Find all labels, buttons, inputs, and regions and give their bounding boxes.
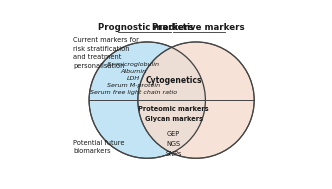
Text: Cytogenetics: Cytogenetics	[145, 76, 202, 85]
Text: Glycan markers: Glycan markers	[144, 116, 203, 122]
Text: GEP: GEP	[167, 131, 180, 137]
Text: β₂-microglobulin
Albumin
LDH
Serum M-protein
Serum free light chain ratio: β₂-microglobulin Albumin LDH Serum M-pro…	[90, 62, 177, 95]
Circle shape	[89, 42, 206, 158]
Text: SNPs: SNPs	[165, 151, 182, 157]
Text: Prognostic markers: Prognostic markers	[98, 23, 193, 32]
Circle shape	[138, 42, 254, 158]
Text: Proteomic markers: Proteomic markers	[138, 106, 209, 112]
Text: Current markers for
risk stratification
and treatment
personalisation: Current markers for risk stratification …	[73, 37, 139, 69]
Text: Predictive markers: Predictive markers	[152, 23, 244, 32]
Text: Potential future
biomarkers: Potential future biomarkers	[73, 140, 124, 154]
Text: NGS: NGS	[166, 141, 181, 147]
